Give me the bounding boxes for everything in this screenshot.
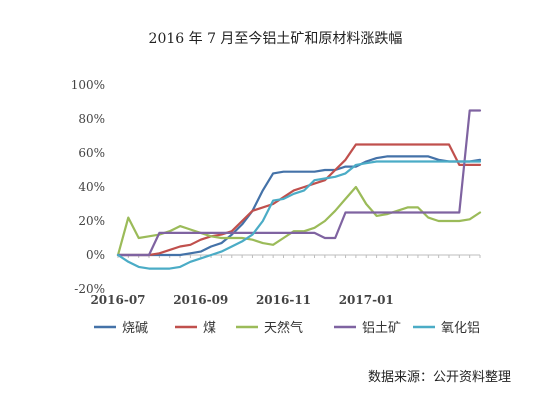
series-line-1 xyxy=(116,143,482,257)
y-tick-label: -20% xyxy=(74,282,105,296)
series-lines xyxy=(116,109,482,270)
series-line-0 xyxy=(116,155,482,257)
legend-item: 煤 xyxy=(175,321,216,336)
series-line-2 xyxy=(116,185,482,257)
legend-item: 氧化铝 xyxy=(413,321,480,336)
y-tick-label: 60% xyxy=(78,146,105,160)
x-axis: 2016-07 2016-09 2016-11 2017-01 xyxy=(90,254,481,307)
legend-label: 铝土矿 xyxy=(362,321,401,336)
y-tick-label: 100% xyxy=(71,78,105,92)
y-tick-label: 80% xyxy=(78,112,105,126)
legend-label: 烧碱 xyxy=(122,321,148,336)
series-line-4 xyxy=(116,160,482,270)
x-tick-label: 2016-09 xyxy=(173,293,228,307)
y-tick-label: 20% xyxy=(78,214,105,228)
source-note: 数据来源：公开资料整理 xyxy=(368,370,512,385)
x-tick-label: 2017-01 xyxy=(339,293,394,307)
legend-label: 氧化铝 xyxy=(441,321,480,336)
legend-item: 铝土矿 xyxy=(334,321,401,336)
x-tick-label: 2016-07 xyxy=(90,293,145,307)
y-axis: 100% 80% 60% 40% 20% 0% -20% xyxy=(71,78,105,296)
legend-label: 天然气 xyxy=(264,320,303,336)
series-line-3 xyxy=(116,109,482,257)
x-tick-label: 2016-11 xyxy=(256,293,311,307)
y-tick-label: 0% xyxy=(86,248,105,262)
y-tick-label: 40% xyxy=(78,180,105,194)
chart-title: 2016 年 7 月至今铝土矿和原材料涨跌幅 xyxy=(148,31,403,47)
legend-item: 天然气 xyxy=(236,320,303,336)
legend: 烧碱 煤 天然气 铝土矿 氧化铝 xyxy=(94,320,480,336)
legend-item: 烧碱 xyxy=(94,321,148,336)
legend-label: 煤 xyxy=(203,321,216,336)
